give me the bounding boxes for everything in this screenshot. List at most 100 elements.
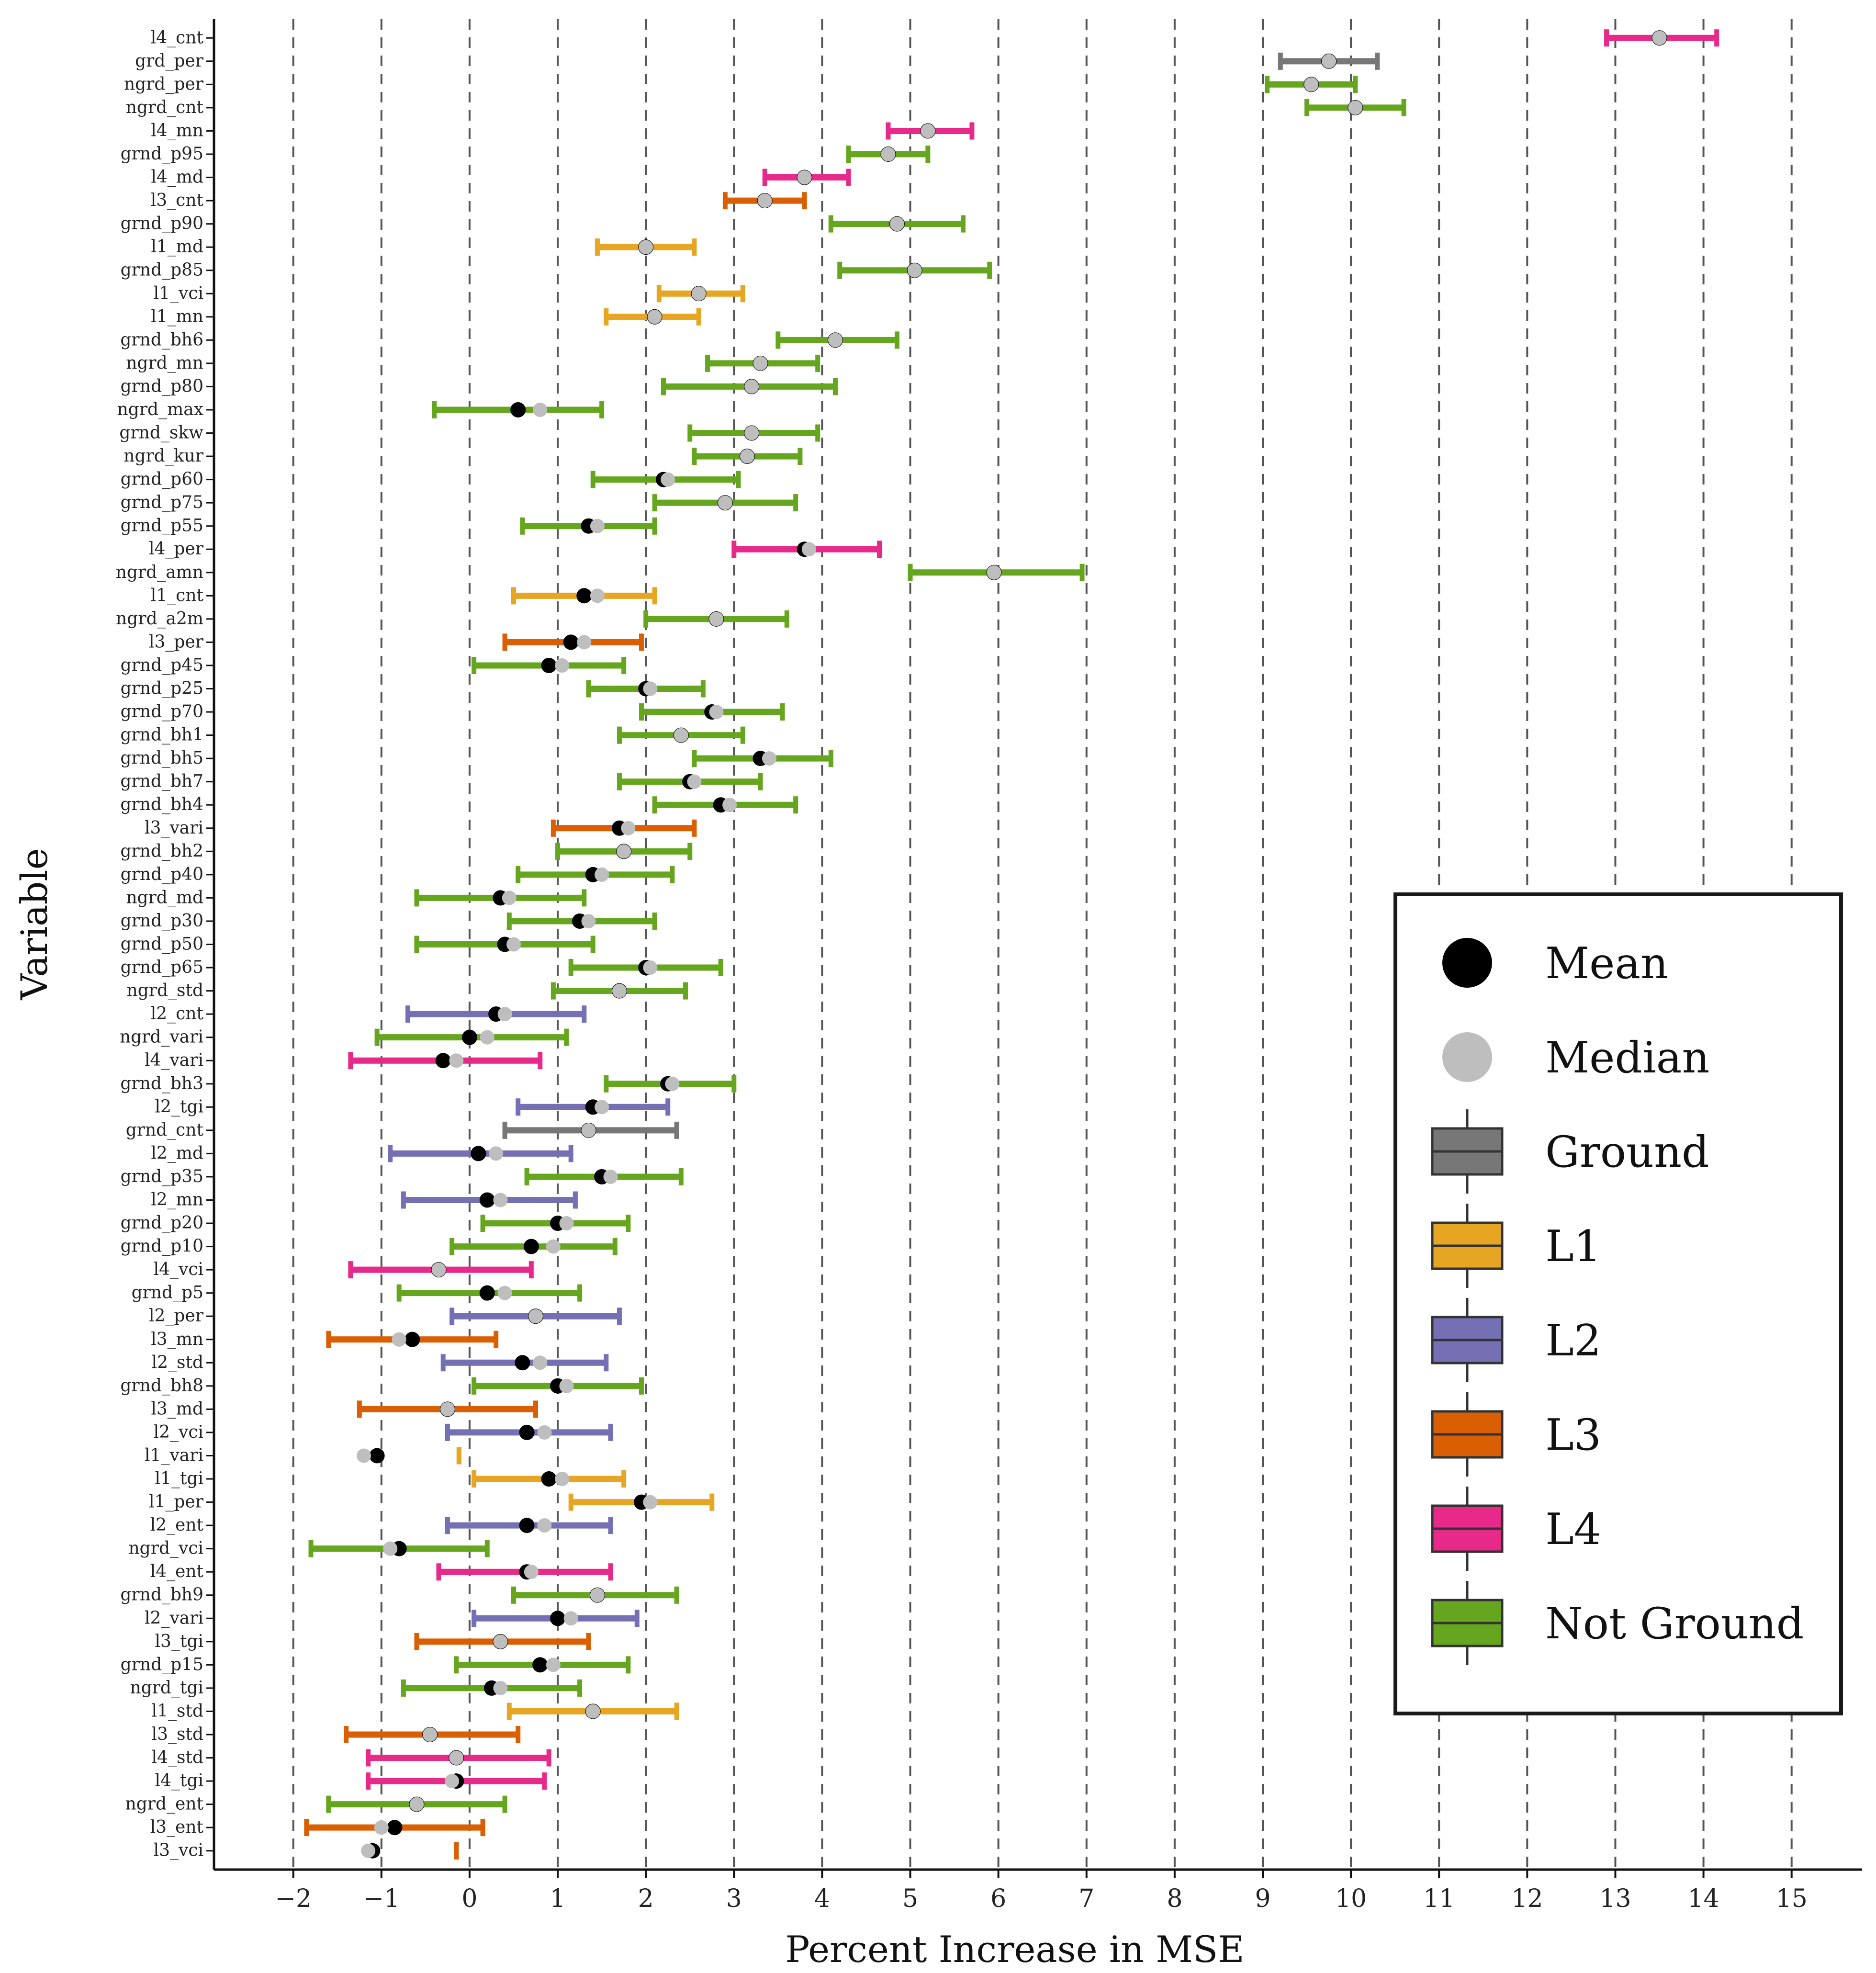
error-bar-row <box>414 1633 591 1650</box>
y-tick-label: ngrd_mn <box>126 353 203 373</box>
median-point <box>493 1634 508 1649</box>
error-bar-row <box>731 541 882 558</box>
error-bar-row <box>511 587 657 605</box>
error-bar-row <box>586 680 706 698</box>
y-tick-label: grnd_bh2 <box>120 841 203 861</box>
x-tick-label: 5 <box>902 1884 918 1913</box>
median-point <box>581 913 596 928</box>
y-tick-label: grnd_p40 <box>121 865 203 884</box>
mean-point <box>550 1611 566 1626</box>
legend-label: Not Ground <box>1545 1599 1804 1649</box>
plot-layer <box>304 29 1719 1860</box>
legend-item: L1 <box>1431 1204 1601 1288</box>
y-tick-label: l1_cnt <box>151 586 204 605</box>
error-bar-row <box>1265 76 1358 93</box>
error-bar-row <box>326 1795 507 1813</box>
y-tick-label: l1_std <box>152 1701 203 1721</box>
legend: Mean Median Ground L1 L2 L3 L4 Not Ground <box>1393 892 1843 1715</box>
error-bar-row <box>472 1470 627 1488</box>
median-point <box>563 1611 578 1626</box>
median-point <box>907 263 922 278</box>
median-point <box>506 937 521 952</box>
x-tick-label: 8 <box>1167 1884 1182 1913</box>
y-tick-label: l3_cnt <box>151 191 204 210</box>
median-point <box>687 774 702 789</box>
error-bar-row <box>775 331 899 349</box>
y-tick-label: grd_per <box>135 51 204 71</box>
mean-point <box>404 1331 420 1347</box>
median-point <box>709 611 724 626</box>
y-tick-label: l4_md <box>151 168 203 187</box>
y-tick-label: grnd_p75 <box>121 493 203 512</box>
error-bar-row <box>326 1330 499 1348</box>
y-tick-label: grnd_bh5 <box>120 748 203 768</box>
error-bar-row <box>828 215 966 233</box>
y-tick-label: l3_mn <box>151 1330 203 1349</box>
median-point <box>497 1285 512 1300</box>
median-point <box>449 1053 464 1068</box>
error-bar-row <box>846 145 931 163</box>
y-tick-label: l1_vari <box>145 1445 203 1465</box>
y-tick-label: grnd_p25 <box>121 679 203 699</box>
y-tick-label: ngrd_std <box>127 981 203 1001</box>
legend-item: L2 <box>1431 1298 1601 1382</box>
y-tick-label: l1_vci <box>154 283 203 303</box>
median-point <box>647 309 662 324</box>
median-point <box>502 891 517 905</box>
error-bar-row <box>516 866 675 883</box>
error-bar-row <box>440 1354 609 1372</box>
median-point <box>643 1495 658 1510</box>
error-bar-row <box>472 656 627 674</box>
x-tick-label: 0 <box>461 1884 477 1913</box>
y-tick-label: l2_md <box>151 1143 203 1163</box>
y-tick-label: ngrd_ent <box>125 1794 204 1814</box>
error-bar-row <box>405 1005 587 1023</box>
error-bar-row <box>617 726 745 744</box>
error-bar-row <box>480 1215 631 1232</box>
error-bar-row <box>1604 29 1719 47</box>
y-tick-label: grnd_bh4 <box>120 795 203 814</box>
median-point <box>555 1472 570 1487</box>
mean-point <box>541 657 557 673</box>
median-point <box>881 147 896 161</box>
error-bar-row <box>639 703 785 721</box>
y-tick-label: ngrd_md <box>126 888 203 907</box>
error-bar-row <box>595 238 697 256</box>
y-tick-label: l4_vci <box>154 1260 203 1279</box>
median-point <box>423 1727 438 1742</box>
median-point <box>797 170 812 185</box>
y-tick-label: grnd_p55 <box>121 516 203 536</box>
y-tick-label: ngrd_max <box>117 400 203 419</box>
error-bar-row <box>516 1098 671 1116</box>
y-axis-title: Variable <box>13 848 56 1000</box>
x-tick-label: 15 <box>1776 1884 1808 1913</box>
error-bar-row <box>374 1028 569 1046</box>
median-point <box>357 1448 371 1463</box>
error-bar-row <box>886 122 975 140</box>
median-point <box>537 1518 552 1533</box>
median-point <box>612 983 627 998</box>
median-point <box>361 1843 376 1858</box>
median-point <box>524 1565 539 1579</box>
mean-point <box>369 1448 385 1464</box>
y-tick-label: l4_mn <box>151 121 203 140</box>
median-point <box>533 1355 548 1370</box>
median-point <box>559 1216 574 1231</box>
median-point <box>1652 31 1667 45</box>
mean-point <box>523 1239 539 1254</box>
legend-label: L4 <box>1545 1504 1601 1555</box>
legend-item: L3 <box>1431 1392 1601 1477</box>
y-tick-label: l2_cnt <box>151 1004 204 1024</box>
legend-label: Median <box>1545 1033 1709 1083</box>
error-bar-row <box>1278 52 1380 70</box>
mean-legend-marker <box>1442 938 1492 988</box>
error-bar-row <box>366 1772 547 1790</box>
error-bar-row <box>1304 99 1406 116</box>
x-tick-label: 4 <box>814 1884 830 1913</box>
error-bar-row <box>348 1261 534 1279</box>
mean-point <box>541 1471 557 1487</box>
median-point <box>546 1657 561 1672</box>
median-point <box>590 588 605 603</box>
error-bar-row <box>506 912 657 930</box>
y-tick-label: l3_per <box>149 632 204 652</box>
